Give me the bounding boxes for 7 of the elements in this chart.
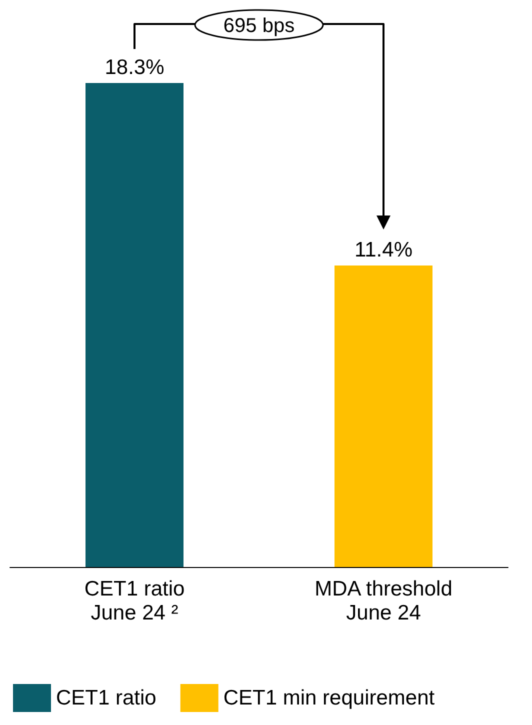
x-tick-label: MDA threshold June 24 (314, 578, 452, 624)
text: 695 bps (223, 15, 295, 37)
legend-label: CET1 ratio (56, 686, 156, 710)
x-tick-label: CET1 ratio June 24 ² (84, 578, 185, 624)
data-label: 11.4% (354, 238, 412, 262)
data-label: 18.3% (104, 56, 164, 79)
legend-label: CET1 min requirement (223, 686, 435, 710)
